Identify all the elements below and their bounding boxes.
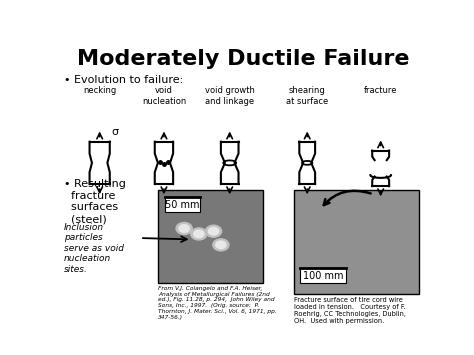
Bar bbox=[300, 268, 346, 283]
Bar bbox=[158, 190, 263, 283]
Text: void
nucleation: void nucleation bbox=[142, 86, 186, 106]
Circle shape bbox=[176, 223, 192, 235]
Text: From V.J. Colangelo and F.A. Heiser,
Analysis of Metallurgical Failures (2nd
ed.: From V.J. Colangelo and F.A. Heiser, Ana… bbox=[158, 286, 277, 320]
Text: Moderately Ductile Failure: Moderately Ductile Failure bbox=[77, 49, 409, 70]
Text: Inclusion
particles
serve as void
nucleation
sites.: Inclusion particles serve as void nuclea… bbox=[64, 223, 124, 274]
Circle shape bbox=[216, 241, 226, 249]
Text: void growth
and linkage: void growth and linkage bbox=[205, 86, 255, 106]
Text: 100 mm: 100 mm bbox=[302, 271, 343, 281]
Circle shape bbox=[191, 228, 207, 240]
Circle shape bbox=[205, 225, 222, 237]
Circle shape bbox=[213, 239, 229, 251]
Circle shape bbox=[179, 225, 189, 232]
Circle shape bbox=[194, 230, 204, 238]
Text: shearing
at surface: shearing at surface bbox=[286, 86, 328, 106]
Text: σ: σ bbox=[111, 127, 118, 137]
Text: 50 mm: 50 mm bbox=[165, 200, 200, 210]
Bar bbox=[165, 197, 200, 212]
Text: • Resulting
  fracture
  surfaces
  (steel): • Resulting fracture surfaces (steel) bbox=[64, 179, 126, 224]
Bar bbox=[294, 190, 419, 294]
Circle shape bbox=[209, 228, 219, 235]
Text: Fracture surface of tire cord wire
loaded in tension.   Courtesy of F.
Roehrig, : Fracture surface of tire cord wire loade… bbox=[294, 297, 406, 324]
Text: fracture: fracture bbox=[364, 86, 397, 95]
Text: necking: necking bbox=[83, 86, 116, 95]
Text: • Evolution to failure:: • Evolution to failure: bbox=[64, 75, 183, 86]
